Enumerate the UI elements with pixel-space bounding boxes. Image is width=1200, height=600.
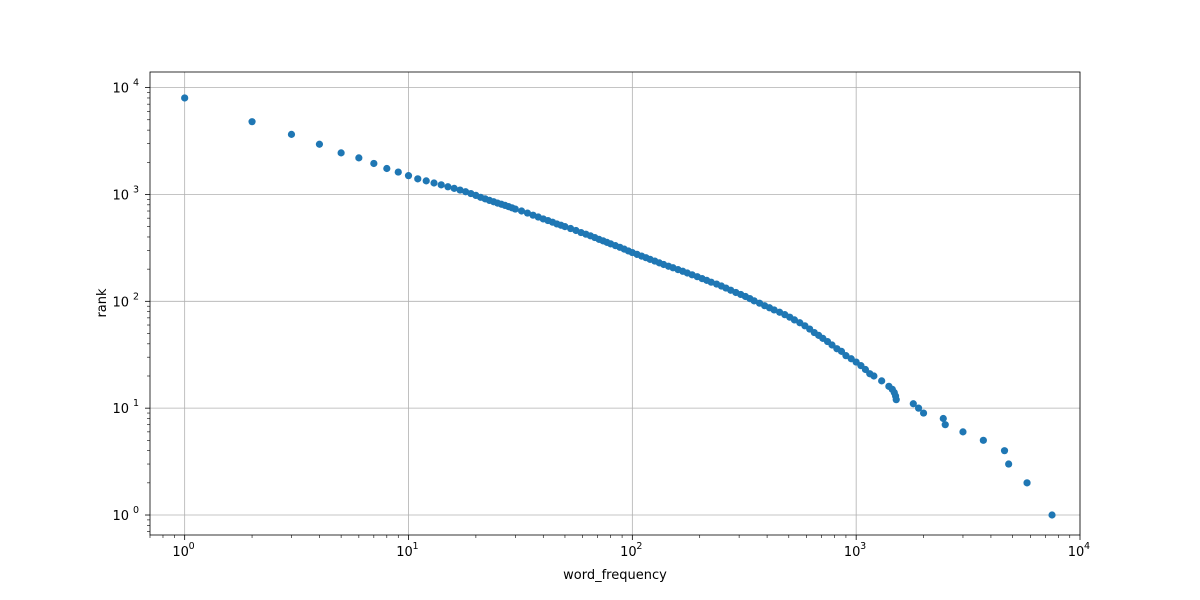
data-point: [370, 159, 378, 168]
data-point: [337, 149, 345, 157]
y-tick-label: 10: [112, 402, 129, 417]
plot-frame: [149, 71, 1081, 536]
x-tick-exponent: 0: [189, 541, 195, 552]
data-point: [355, 154, 363, 162]
data-point: [790, 316, 799, 324]
x-tick-label: 10: [844, 545, 861, 560]
x-tick-label: 10: [396, 545, 413, 560]
data-point: [414, 175, 422, 183]
data-point: [430, 179, 438, 187]
y-tick-exponent: 0: [133, 505, 139, 516]
x-tick-exponent: 3: [860, 541, 866, 552]
data-point: [919, 409, 928, 417]
axis-ticks: 10 0 10 1 10 2 10 3 10 410 010 110 210 310 4: [112, 78, 1090, 560]
data-point: [1005, 460, 1013, 468]
data-point: [456, 186, 464, 194]
x-tick-exponent: 1: [412, 541, 418, 552]
data-point: [383, 164, 391, 173]
data-point: [878, 377, 886, 385]
y-tick-label: 10: [112, 82, 129, 97]
data-point: [1023, 479, 1031, 487]
y-tick-label: 10: [112, 509, 129, 524]
data-point: [1000, 447, 1009, 455]
x-tick-label: 10: [1068, 545, 1085, 560]
data-point: [870, 372, 878, 380]
data-point: [979, 436, 987, 444]
data-point: [444, 183, 452, 191]
y-tick-label: 10: [112, 295, 129, 310]
data-point: [842, 352, 850, 360]
y-tick-exponent: 3: [133, 184, 139, 195]
data-point: [287, 130, 296, 138]
data-point: [892, 396, 900, 404]
data-point: [909, 400, 917, 408]
data-point: [523, 209, 532, 217]
data-point: [450, 184, 458, 192]
data-point: [561, 223, 569, 231]
x-axis-label: word_frequency: [563, 568, 667, 583]
x-tick-exponent: 2: [636, 541, 642, 552]
data-point: [941, 421, 949, 429]
data-point: [837, 347, 846, 355]
data-point: [750, 297, 758, 305]
y-tick-exponent: 2: [133, 291, 139, 302]
data-points: [181, 94, 1056, 519]
x-tick-label: 10: [620, 545, 637, 560]
data-point: [939, 414, 947, 423]
y-axis-label: rank: [95, 288, 110, 318]
y-tick-label: 10: [112, 188, 129, 203]
data-point: [437, 181, 445, 189]
data-point: [181, 94, 189, 102]
data-point: [914, 404, 923, 412]
data-point: [517, 207, 526, 215]
data-point: [828, 341, 836, 349]
data-point: [248, 118, 256, 126]
data-point: [707, 278, 715, 286]
data-point: [404, 172, 413, 180]
data-point: [422, 177, 430, 185]
data-point: [959, 428, 967, 436]
x-tick-exponent: 4: [1084, 541, 1090, 552]
y-tick-exponent: 4: [133, 78, 139, 89]
x-tick-label: 10: [172, 545, 189, 560]
y-tick-exponent: 1: [133, 398, 139, 409]
data-point: [315, 140, 324, 148]
data-point: [394, 168, 402, 176]
data-point: [511, 205, 519, 213]
data-point: [770, 306, 778, 314]
data-point: [1048, 511, 1056, 519]
